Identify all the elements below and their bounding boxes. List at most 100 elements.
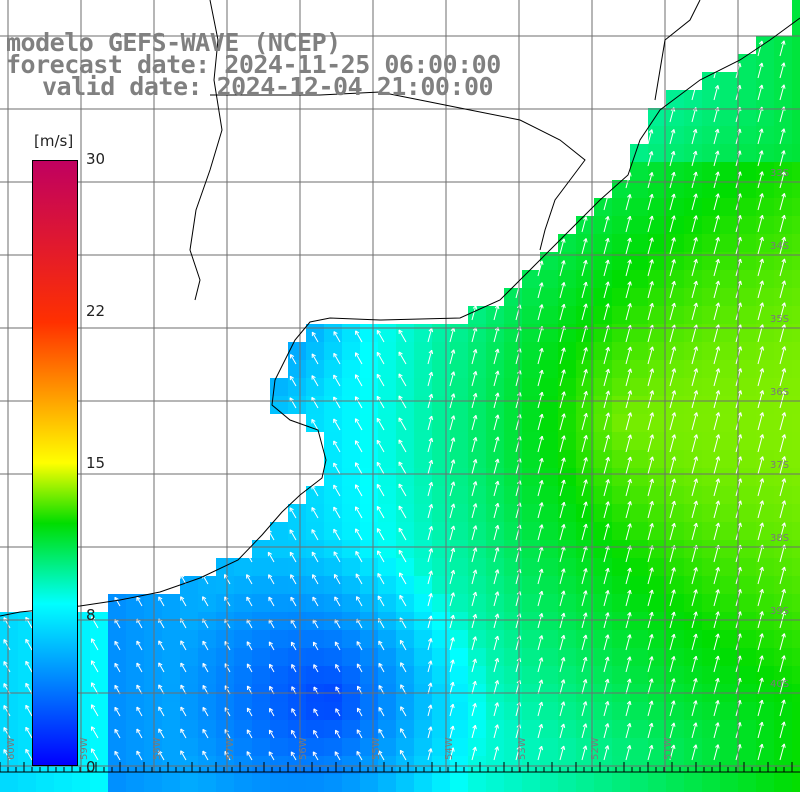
wind-cell xyxy=(324,648,342,666)
wind-arrow xyxy=(471,680,477,695)
wind-arrow xyxy=(757,743,764,761)
wind-arrow xyxy=(246,663,253,673)
wind-cell xyxy=(558,576,576,594)
wind-cell xyxy=(684,774,702,792)
wind-cell xyxy=(666,774,684,792)
wind-arrow xyxy=(537,480,544,497)
wind-cell xyxy=(756,522,774,540)
wind-cell xyxy=(756,72,774,90)
wind-arrow xyxy=(779,434,787,453)
wind-cell xyxy=(684,144,702,162)
wind-cell xyxy=(738,576,756,594)
wind-arrow xyxy=(713,589,720,607)
wind-cell xyxy=(504,774,522,792)
wind-cell xyxy=(720,756,738,774)
wind-arrow xyxy=(581,457,588,475)
wind-arrow xyxy=(3,727,11,739)
wind-cell xyxy=(522,774,540,792)
wind-cell xyxy=(666,234,684,252)
wind-cell xyxy=(774,216,792,234)
wind-cell xyxy=(630,738,648,756)
wind-arrow xyxy=(779,743,786,761)
wind-cell xyxy=(792,594,800,612)
wind-cell xyxy=(342,468,360,486)
wind-cell xyxy=(774,378,792,396)
wind-arrow xyxy=(779,633,786,651)
wind-cell xyxy=(306,540,324,558)
wind-arrow xyxy=(114,750,121,761)
wind-arrow xyxy=(90,638,99,651)
wind-cell xyxy=(234,666,252,684)
wind-cell xyxy=(648,450,666,468)
wind-cell xyxy=(504,342,522,360)
wind-cell xyxy=(414,774,432,792)
wind-arrow xyxy=(691,434,699,453)
wind-cell xyxy=(432,648,450,666)
wind-arrow xyxy=(713,63,720,79)
wind-arrow xyxy=(180,750,187,761)
wind-arrow xyxy=(669,722,676,739)
wind-cell xyxy=(0,630,18,648)
wind-arrow xyxy=(398,483,407,497)
wind-arrow xyxy=(333,440,341,453)
wind-arrow xyxy=(757,500,765,519)
wind-cell xyxy=(576,594,594,612)
wind-cell xyxy=(792,216,800,234)
wind-cell xyxy=(54,774,72,792)
wind-cell xyxy=(468,540,486,558)
wind-cell xyxy=(522,324,540,342)
lat-label: 37S xyxy=(770,460,789,471)
wind-cell xyxy=(612,468,630,486)
wind-cell xyxy=(522,720,540,738)
wind-arrow xyxy=(559,413,566,431)
wind-arrow xyxy=(246,574,253,585)
wind-arrow xyxy=(356,750,363,761)
wind-cell xyxy=(666,270,684,288)
wind-arrow xyxy=(625,259,632,277)
wind-cell xyxy=(576,270,594,288)
wind-cell xyxy=(342,738,360,756)
wind-cell xyxy=(522,612,540,630)
wind-arrow xyxy=(691,128,698,145)
wind-cell xyxy=(558,774,576,792)
wind-cell xyxy=(774,612,792,630)
wind-arrow xyxy=(559,612,566,629)
wind-cell xyxy=(468,774,486,792)
wind-arrow xyxy=(779,171,786,189)
wind-arrow xyxy=(581,259,588,277)
wind-arrow xyxy=(427,503,434,519)
wind-cell xyxy=(342,648,360,666)
wind-cell xyxy=(396,702,414,720)
wind-arrow xyxy=(713,215,720,233)
wind-cell xyxy=(306,360,324,378)
wind-arrow xyxy=(398,549,407,563)
wind-cell xyxy=(414,522,432,540)
wind-arrow xyxy=(246,596,253,607)
wind-arrow xyxy=(625,567,632,585)
wind-arrow xyxy=(603,567,610,585)
wind-arrow xyxy=(291,729,297,739)
wind-cell xyxy=(756,504,774,522)
wind-arrow xyxy=(713,677,720,695)
wind-cell xyxy=(288,558,306,576)
wind-cell xyxy=(378,720,396,738)
wind-arrow xyxy=(427,548,434,563)
wind-arrow xyxy=(449,592,456,607)
wind-arrow xyxy=(355,308,363,321)
wind-arrow xyxy=(603,303,610,321)
wind-cell xyxy=(612,576,630,594)
wind-cell xyxy=(468,486,486,504)
wind-cell xyxy=(396,342,414,360)
wind-arrow xyxy=(377,550,385,563)
wind-cell xyxy=(540,414,558,432)
wind-cell xyxy=(432,666,450,684)
wind-cell xyxy=(360,594,378,612)
wind-cell xyxy=(630,450,648,468)
wind-cell xyxy=(342,702,360,720)
wind-cell xyxy=(468,324,486,342)
wind-cell xyxy=(270,558,288,576)
wind-arrow xyxy=(449,459,456,475)
wind-arrow xyxy=(471,702,477,717)
wind-arrow xyxy=(757,478,765,497)
wind-cell xyxy=(756,558,774,576)
